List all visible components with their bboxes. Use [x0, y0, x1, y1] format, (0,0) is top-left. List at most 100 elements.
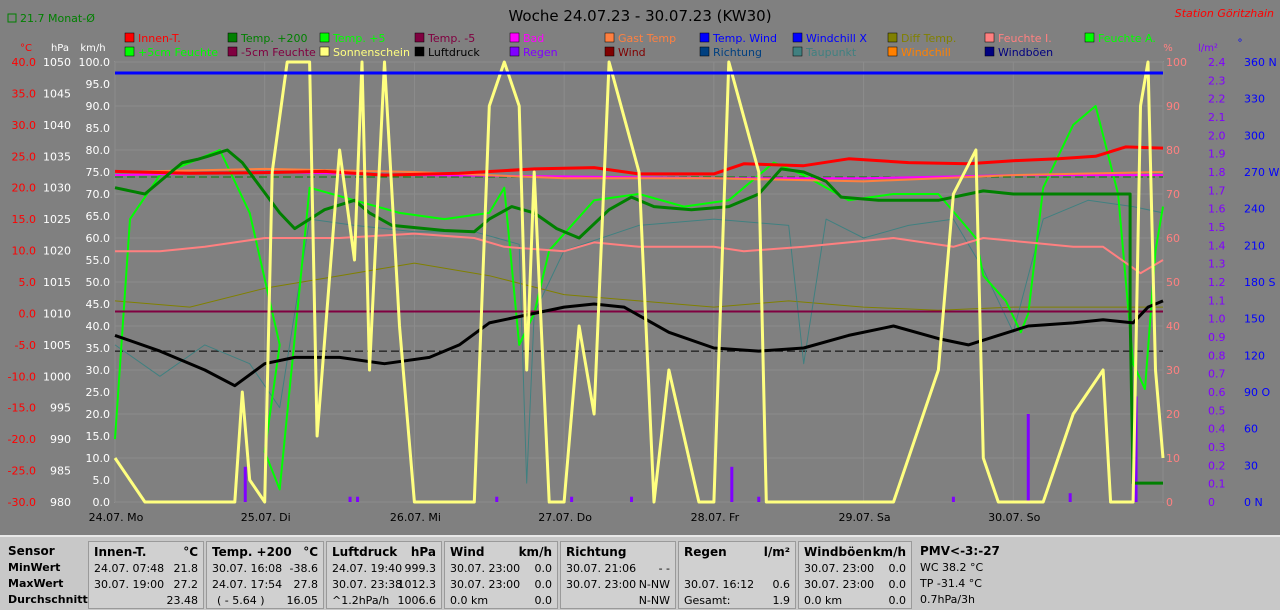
- series-line: [114, 148, 1163, 485]
- legend-label: Windböen: [998, 46, 1053, 59]
- legend-label: +5cm Feuchte: [138, 46, 218, 59]
- stats-luftdruck-avg-val: 1006.6: [397, 594, 437, 607]
- legend-label: Gast Temp: [618, 32, 676, 45]
- unit-kmh: km/h: [80, 43, 105, 54]
- stats-luftdruck: Luftdruck hPa 24.07. 19:40 999.3 30.07. …: [326, 541, 442, 609]
- tick-percent: 10: [1166, 452, 1180, 465]
- tick-lm2: 0.4: [1208, 423, 1226, 436]
- tick-kmh: 10.0: [86, 452, 111, 465]
- rain-bar: [1134, 396, 1138, 502]
- tick-lm2: 1.1: [1208, 294, 1226, 307]
- legend-swatch: [227, 46, 238, 57]
- stats-panel: Sensor MinWert MaxWert Durchschnitt Inne…: [0, 535, 1280, 610]
- tick-percent: 40: [1166, 320, 1180, 333]
- tick-kmh: 15.0: [86, 430, 111, 443]
- stats-wind-dist: 0.0 km: [450, 594, 489, 607]
- rain-bar: [495, 496, 499, 502]
- stats-windboeen-dist: 0.0 km: [804, 594, 843, 607]
- tick-lm2: 2.2: [1208, 93, 1226, 106]
- legend-label: Windchill X: [806, 32, 867, 45]
- legend-label: Temp. -5: [427, 32, 475, 45]
- x-tick-label: 30.07. So: [988, 511, 1040, 524]
- tick-kmh: 75.0: [86, 166, 111, 179]
- legend-label: Wind: [618, 46, 646, 59]
- x-tick-label: 29.07. Sa: [838, 511, 890, 524]
- legend-label: Sonnenschein: [333, 46, 410, 59]
- tick-lm2: 1.8: [1208, 166, 1226, 179]
- tick-deg: 240: [1244, 203, 1265, 216]
- tick-kmh: 55.0: [86, 254, 111, 267]
- tick-hpa: 1025: [43, 213, 71, 226]
- stats-windboeen: Windböen km/h 30.07. 23:00 0.0 30.07. 23…: [798, 541, 912, 609]
- tick-celsius: 10.0: [12, 245, 37, 258]
- stats-temp200-avg-val: 16.05: [286, 594, 319, 607]
- tick-percent: 100: [1166, 56, 1187, 69]
- stats-luftdruck-trend: ^1.2hPa/h: [332, 594, 390, 607]
- tick-lm2: 2.3: [1208, 74, 1226, 87]
- tick-kmh: 35.0: [86, 342, 111, 355]
- tick-lm2: 0.5: [1208, 404, 1226, 417]
- stats-luftdruck-min-time: 24.07. 19:40: [332, 562, 403, 575]
- legend-swatch: [699, 32, 710, 43]
- tick-celsius: -30.0: [8, 496, 36, 509]
- stats-wind-unit: km/h: [518, 545, 552, 559]
- stats-richtung-max-time: 30.07. 23:00: [566, 578, 637, 591]
- tick-deg: 120: [1244, 349, 1265, 362]
- tick-kmh: 20.0: [86, 408, 111, 421]
- stats-richtung-header: Richtung: [566, 545, 627, 559]
- series-line: [114, 145, 1164, 177]
- legend-swatch: [124, 46, 135, 57]
- stats-innen-max-time: 30.07. 19:00: [94, 578, 165, 591]
- stats-regen-max-time: 30.07. 16:12: [684, 578, 755, 591]
- stats-wind: Wind km/h 30.07. 23:00 0.0 30.07. 23:00 …: [444, 541, 558, 609]
- series-line: [114, 105, 1164, 491]
- stats-windboeen-max-val: 0.0: [888, 578, 907, 591]
- stats-regen-unit: l/m²: [763, 545, 790, 559]
- tick-lm2: 1.6: [1208, 203, 1226, 216]
- stats-pmv: PMV<-3:-27 WC 38.2 °C TP -31.4 °C 0.7hPa…: [914, 541, 1004, 607]
- legend-label: Temp. +5: [332, 32, 386, 45]
- tick-deg: 30: [1244, 459, 1258, 472]
- chart-title: Woche 24.07.23 - 30.07.23 (KW30): [508, 7, 771, 25]
- stats-windboeen-unit: km/h: [872, 545, 906, 559]
- legend-label: Taupunkt: [805, 46, 857, 59]
- stats-pmv-wc: WC 38.2 °C: [920, 561, 984, 574]
- unit-deg: °: [1238, 38, 1243, 49]
- legend-swatch: [509, 46, 520, 57]
- stats-pmv-header: PMV<-3:-27: [920, 544, 1000, 558]
- tick-hpa: 1015: [43, 276, 71, 289]
- x-tick-label: 24.07. Mo: [89, 511, 144, 524]
- stats-avg-label: Durchschnitt: [8, 593, 88, 606]
- tick-kmh: 85.0: [86, 122, 111, 135]
- tick-percent: 50: [1166, 276, 1180, 289]
- legend-label: Innen-T.: [138, 32, 181, 45]
- tick-kmh: 40.0: [86, 320, 111, 333]
- tick-celsius: 30.0: [12, 119, 37, 132]
- rain-bar: [1068, 493, 1072, 502]
- station-name: Station Göritzhain: [1175, 7, 1274, 20]
- stats-luftdruck-max-val: 1012.3: [397, 578, 437, 591]
- unit-percent: %: [1163, 43, 1173, 54]
- legend-label: -5cm Feuchte: [241, 46, 316, 59]
- stats-sensor-col: Sensor MinWert MaxWert Durchschnitt: [2, 541, 88, 607]
- legend-label: Feuchte A.: [1098, 32, 1156, 45]
- tick-deg: 300: [1244, 129, 1265, 142]
- stats-richtung-max-val: N-NW: [638, 578, 670, 591]
- stats-windboeen-min-val: 0.0: [888, 562, 907, 575]
- legend-label: Temp. +200: [240, 32, 308, 45]
- stats-temp200: Temp. +200 °C 30.07. 16:08 -38.6 24.07. …: [206, 541, 324, 609]
- tick-kmh: 70.0: [86, 188, 111, 201]
- tick-hpa: 1050: [43, 56, 71, 69]
- month-avg-swatch: [7, 13, 17, 23]
- rain-bar: [630, 496, 634, 502]
- tick-celsius: -5.0: [15, 339, 36, 352]
- x-tick-label: 27.07. Do: [538, 511, 592, 524]
- stats-luftdruck-max-time: 30.07. 23:38: [332, 578, 403, 591]
- legend-swatch: [1084, 32, 1095, 43]
- tick-kmh: 100.0: [79, 56, 111, 69]
- tick-hpa: 985: [50, 465, 71, 478]
- tick-deg: 180 S: [1244, 276, 1275, 289]
- rain-bar: [348, 496, 352, 502]
- stats-windboeen-max-time: 30.07. 23:00: [804, 578, 875, 591]
- stats-innen-min-time: 24.07. 07:48: [94, 562, 165, 575]
